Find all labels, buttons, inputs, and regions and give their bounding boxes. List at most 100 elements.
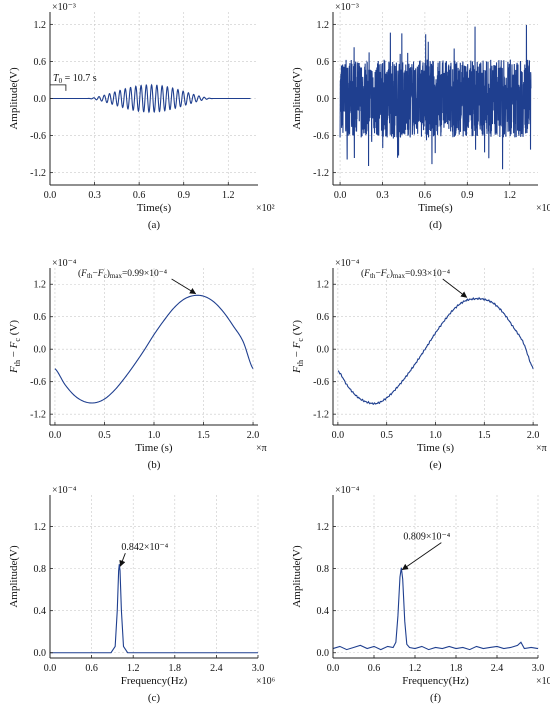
x-tick-label: 2.4	[491, 663, 504, 674]
x-tick-label: 0.0	[49, 430, 62, 441]
y-axis-label: Amplitude(V)	[291, 67, 303, 130]
x-axis-label: Frequency(Hz)	[121, 675, 188, 687]
peak-arrow	[119, 553, 126, 567]
series-line	[50, 83, 251, 114]
y-tick-label: -1.2	[313, 410, 329, 421]
y-tick-label: -1.2	[313, 168, 329, 179]
panel-e: 0.0 0.5 1.0 1.5 2.0 -1.2 -0.6 0.0 0.6 1.2 ×10⁻⁴ ×π T…	[291, 258, 547, 471]
y-tick-label: -0.6	[313, 131, 329, 142]
y-tick-label: -1.2	[30, 410, 46, 421]
y-axis-label: Fth − Fc (V)	[291, 320, 305, 374]
y-axis-label: Fth − Fc (V)	[8, 320, 22, 374]
panel-caption: (d)	[429, 219, 442, 231]
x-tick-label: 0.0	[332, 430, 345, 441]
y-tick-label: 0.0	[34, 648, 47, 659]
x-tick-label: 1.2	[503, 190, 516, 201]
panel-caption: (f)	[430, 692, 441, 704]
y-tick-label: 1.2	[34, 522, 47, 533]
y-tick-label: 0.0	[317, 345, 330, 356]
peak-arrow	[442, 278, 468, 298]
x-axis-label: Time (s)	[135, 442, 173, 454]
y-tick-label: -0.6	[30, 377, 46, 388]
x-tick-label: 1.0	[148, 430, 161, 441]
y-tick-label: 1.2	[34, 280, 47, 291]
x-axis-label: Time(s)	[137, 202, 172, 214]
y-axis-label: Amplitude(V)	[8, 67, 20, 130]
peak-annotation: 0.842×10⁻⁴	[121, 542, 168, 553]
y-multiplier: ×10⁻⁴	[52, 258, 77, 269]
x-tick-label: 0.3	[88, 190, 101, 201]
x-multiplier: ×10⁶	[536, 676, 550, 687]
y-tick-label: 0.6	[34, 57, 47, 68]
panel-b: 0.0 0.5 1.0 1.5 2.0 -1.2 -0.6 0.0 0.6 1.2 ×10⁻⁴ ×π T…	[8, 258, 267, 471]
peak-arrow	[171, 278, 197, 294]
y-tick-label: -0.6	[30, 131, 46, 142]
x-axis-label: Time (s)	[417, 442, 455, 454]
x-multiplier: ×π	[256, 443, 267, 454]
y-multiplier: ×10⁻³	[335, 2, 359, 13]
y-tick-label: 0.0	[317, 648, 330, 659]
x-tick-label: 0.9	[461, 190, 474, 201]
y-tick-label: 1.2	[317, 280, 330, 291]
panel-a: T0 = 10.7 s 0.0 0.3 0.6 0.9 1.2 -1.2 -0.6 0.0 0.6…	[8, 2, 275, 231]
x-tick-label: 0.6	[133, 190, 146, 201]
x-multiplier: ×10²	[256, 203, 275, 214]
period-label: T0 = 10.7 s	[53, 73, 97, 85]
y-tick-label: -0.6	[313, 377, 329, 388]
y-multiplier: ×10⁻⁴	[335, 258, 360, 269]
y-tick-label: 0.6	[317, 312, 330, 323]
x-tick-label: 0.6	[85, 663, 98, 674]
x-tick-label: 1.2	[222, 190, 235, 201]
x-axis-label: Time(s)	[418, 202, 453, 214]
series-line	[50, 564, 258, 654]
y-multiplier: ×10⁻⁴	[335, 485, 360, 496]
panel-d: 0.0 0.3 0.6 0.9 1.2 -1.2 -0.6 0.0 0.6 1.2 ×10⁻³ ×10…	[291, 2, 550, 231]
y-tick-label: 1.2	[317, 522, 330, 533]
panel-caption: (a)	[148, 219, 161, 231]
x-tick-label: 1.5	[478, 430, 491, 441]
x-tick-label: 0.6	[368, 663, 381, 674]
x-tick-label: 2.0	[247, 430, 260, 441]
series-line	[339, 24, 532, 170]
y-axis-label: Amplitude(V)	[291, 545, 303, 608]
x-tick-label: 0.5	[98, 430, 111, 441]
x-tick-label: 1.0	[429, 430, 442, 441]
x-tick-label: 0.3	[376, 190, 389, 201]
peak-annotation: (Fth−Fc)max=0.93×10⁻⁴	[361, 268, 451, 280]
x-tick-label: 1.2	[409, 663, 422, 674]
panel-caption: (c)	[148, 692, 161, 704]
panel-caption: (b)	[148, 459, 161, 471]
peak-arrow	[401, 542, 442, 571]
x-tick-label: 0.0	[44, 190, 57, 201]
panel-caption: (e)	[429, 459, 442, 471]
y-axis-label: Amplitude(V)	[8, 545, 20, 608]
peak-annotation: 0.809×10⁻⁴	[403, 532, 450, 543]
x-axis-label: Frequency(Hz)	[402, 675, 469, 687]
x-multiplier: ×π	[536, 443, 547, 454]
series-line	[337, 296, 534, 405]
y-tick-label: 1.2	[317, 20, 330, 31]
x-tick-label: 1.8	[450, 663, 463, 674]
y-tick-label: 0.4	[34, 606, 47, 617]
x-tick-label: 2.0	[527, 430, 540, 441]
y-tick-label: 0.8	[317, 564, 330, 575]
x-multiplier: ×10²	[536, 203, 550, 214]
x-tick-label: 3.0	[532, 663, 545, 674]
y-multiplier: ×10⁻⁴	[52, 485, 77, 496]
y-tick-label: 0.0	[317, 94, 330, 105]
y-multiplier: ×10⁻³	[52, 2, 76, 13]
x-tick-label: 0.5	[380, 430, 393, 441]
series-line	[54, 294, 254, 404]
period-bracket	[49, 84, 67, 91]
y-tick-label: 0.6	[34, 312, 47, 323]
x-tick-label: 1.5	[197, 430, 210, 441]
x-tick-label: 2.4	[210, 663, 223, 674]
x-tick-label: 0.0	[327, 663, 340, 674]
y-tick-label: 1.2	[34, 20, 47, 31]
peak-annotation: (Fth−Fc)max=0.99×10⁻⁴	[78, 268, 168, 280]
x-tick-label: 1.2	[127, 663, 140, 674]
x-tick-label: 0.0	[334, 190, 347, 201]
y-tick-label: 0.8	[34, 564, 47, 575]
y-tick-label: 0.0	[34, 94, 47, 105]
y-tick-label: 0.6	[317, 57, 330, 68]
